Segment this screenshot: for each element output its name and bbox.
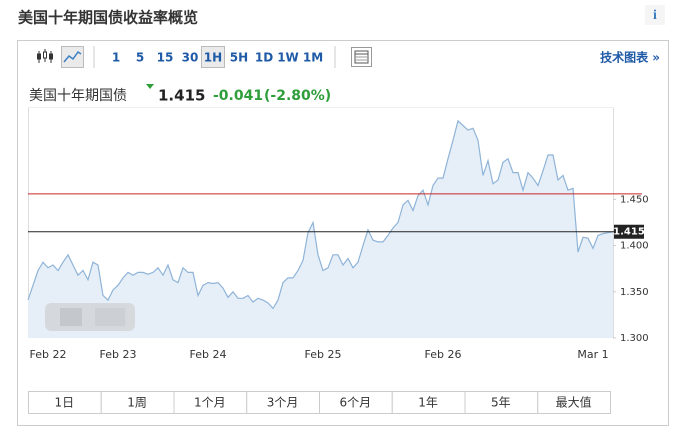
area-fill (28, 120, 613, 339)
technical-chart-link[interactable]: 技术图表 » (600, 50, 660, 65)
plot: 1.415 1.300 1.350 1.400 1.450 Feb 22 Feb 23 Feb… (27, 119, 649, 361)
panel (17, 40, 669, 426)
interval-button[interactable]: 1W (277, 51, 299, 65)
candle-icon[interactable] (37, 49, 53, 63)
info-icon[interactable]: i (653, 8, 657, 23)
info-button[interactable] (645, 5, 665, 25)
x-tick-label: Feb 26 (425, 348, 462, 361)
quote-price: 1.415 (158, 87, 205, 105)
interval-button[interactable]: 1 (112, 51, 120, 65)
range-label[interactable]: 1个月 (194, 396, 226, 410)
range-label[interactable]: 5年 (491, 396, 511, 410)
range-label[interactable]: 最大值 (556, 395, 592, 410)
interval-button[interactable]: 1H (204, 51, 222, 65)
price-line (27, 119, 614, 310)
line-icon[interactable] (63, 50, 82, 63)
range-label[interactable]: 6个月 (340, 396, 372, 410)
last-price-tag (614, 224, 644, 239)
interval-button[interactable]: 5 (136, 51, 144, 65)
range-label[interactable]: 1日 (55, 396, 75, 410)
y-tick-label: 1.400 (620, 241, 649, 252)
range-label[interactable]: 3个月 (267, 396, 299, 410)
interval-button[interactable]: 30 (182, 51, 199, 65)
x-tick-label: Feb 24 (190, 348, 227, 361)
x-tick-label: Feb 22 (30, 348, 67, 361)
interval-button[interactable]: 1D (255, 51, 273, 65)
range-label[interactable]: 1周 (127, 396, 147, 410)
table-icon[interactable] (351, 47, 372, 67)
range-bar: 1日 1周 1个月 3个月 6个月 1年 5年 最大值 (28, 391, 611, 414)
interval-button[interactable]: 1M (303, 51, 323, 65)
y-tick-label: 1.350 (620, 287, 649, 298)
y-tick-label: 1.450 (620, 194, 649, 205)
interval-selected[interactable] (201, 46, 225, 68)
y-tick-label: 1.300 (620, 333, 649, 344)
down-arrow (146, 84, 154, 89)
x-tick-label: Feb 25 (305, 348, 342, 361)
page-title: 美国十年期国债收益率概览 (18, 9, 198, 27)
range-button[interactable] (537, 391, 611, 414)
interval-button[interactable]: 15 (157, 51, 174, 65)
interval-button[interactable]: 5H (230, 51, 248, 65)
quote-change-percent: (-2.80%) (264, 88, 331, 104)
quote-name: 美国十年期国债 (29, 88, 127, 104)
range-label[interactable]: 1年 (418, 396, 438, 410)
quote-change: -0.041 (213, 88, 263, 104)
line-icon-box[interactable] (61, 46, 84, 68)
x-tick-label: Mar 1 (577, 348, 608, 361)
watermark (45, 303, 135, 331)
x-tick-label: Feb 23 (100, 348, 137, 361)
last-price-label: 1.415 (613, 227, 645, 238)
